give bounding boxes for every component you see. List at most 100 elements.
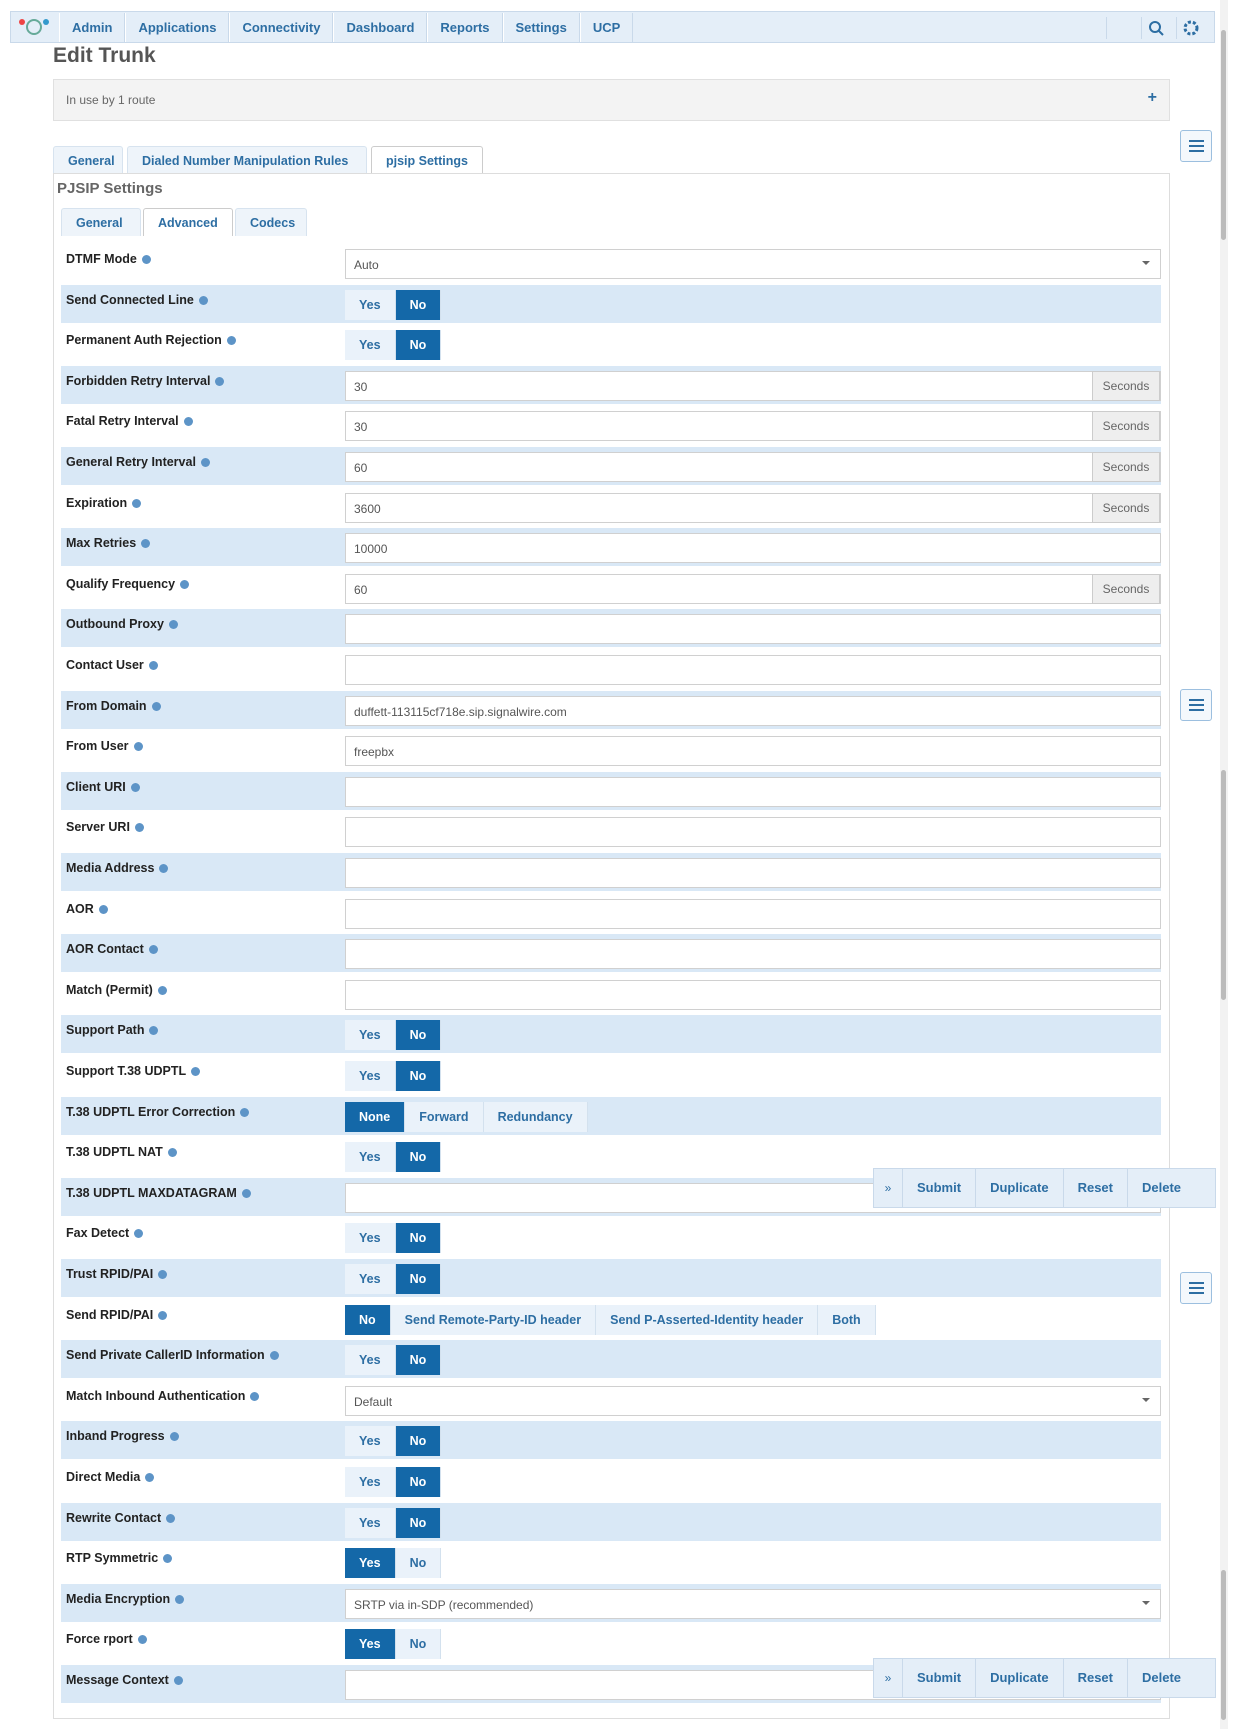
sidebar-toggle[interactable]: [1180, 130, 1212, 162]
action-button[interactable]: Delete: [1127, 1169, 1195, 1207]
option-button[interactable]: Yes: [345, 1548, 396, 1579]
help-icon[interactable]: [269, 1351, 279, 1361]
collapse-icon[interactable]: »: [884, 1181, 892, 1195]
option-button[interactable]: Yes: [345, 1264, 396, 1294]
help-icon[interactable]: [175, 1594, 185, 1604]
help-icon[interactable]: [148, 661, 158, 670]
text-input[interactable]: [345, 858, 1161, 888]
text-input[interactable]: [345, 614, 1161, 645]
expand-icon[interactable]: +: [1147, 89, 1157, 106]
help-icon[interactable]: [134, 1229, 144, 1239]
help-icon[interactable]: [167, 1148, 177, 1158]
option-button[interactable]: Yes: [345, 1020, 396, 1051]
sub-tab[interactable]: General: [61, 208, 141, 236]
select-box[interactable]: Auto: [345, 249, 1161, 279]
action-button[interactable]: Reset: [1062, 1659, 1127, 1697]
action-button[interactable]: Submit: [902, 1169, 975, 1207]
option-button[interactable]: No: [395, 1548, 442, 1579]
help-icon[interactable]: [215, 376, 225, 386]
option-button[interactable]: Yes: [345, 289, 396, 320]
option-button[interactable]: No: [395, 330, 442, 361]
help-icon[interactable]: [226, 336, 236, 346]
help-icon[interactable]: [191, 1067, 201, 1076]
help-icon[interactable]: [137, 1635, 147, 1645]
settings-icon[interactable]: [1176, 17, 1205, 39]
help-icon[interactable]: [198, 295, 208, 305]
select-box[interactable]: Default: [345, 1385, 1161, 1416]
text-input[interactable]: [345, 898, 1161, 929]
option-button[interactable]: Yes: [345, 1345, 396, 1376]
option-button[interactable]: No: [395, 1467, 442, 1497]
option-button[interactable]: Yes: [345, 330, 396, 361]
tab[interactable]: pjsip Settings: [371, 146, 483, 174]
help-icon[interactable]: [130, 782, 140, 792]
text-input[interactable]: [345, 776, 1161, 807]
nav-item[interactable]: Applications: [125, 12, 230, 42]
help-icon[interactable]: [173, 1676, 183, 1685]
option-button[interactable]: Yes: [345, 1467, 396, 1497]
action-button[interactable]: Duplicate: [975, 1659, 1063, 1697]
option-button[interactable]: Both: [818, 1304, 876, 1335]
sub-tab[interactable]: Codecs: [235, 208, 307, 236]
text-input[interactable]: 60 Seconds: [345, 452, 1161, 482]
tab[interactable]: Dialed Number Manipulation Rules: [127, 146, 367, 174]
option-button[interactable]: Yes: [345, 1629, 396, 1660]
option-button[interactable]: Yes: [345, 1061, 396, 1091]
option-button[interactable]: No: [395, 289, 442, 320]
help-icon[interactable]: [158, 1310, 168, 1320]
logo[interactable]: [17, 16, 51, 38]
text-input[interactable]: 30 Seconds: [345, 370, 1161, 401]
help-icon[interactable]: [159, 864, 169, 873]
nav-item[interactable]: Reports: [427, 12, 503, 42]
tab[interactable]: General: [53, 146, 123, 174]
text-input[interactable]: freepbx: [345, 736, 1161, 767]
option-button[interactable]: No: [395, 1061, 442, 1091]
text-input[interactable]: 3600 Seconds: [345, 492, 1161, 523]
action-button[interactable]: Reset: [1062, 1169, 1127, 1207]
search-icon[interactable]: [1141, 17, 1170, 39]
option-button[interactable]: Yes: [345, 1223, 396, 1254]
nav-item[interactable]: Settings: [502, 12, 580, 42]
sidebar-toggle[interactable]: [1180, 689, 1212, 721]
option-button[interactable]: Yes: [345, 1507, 396, 1538]
option-button[interactable]: No: [395, 1345, 442, 1376]
help-icon[interactable]: [151, 701, 161, 711]
help-icon[interactable]: [200, 458, 210, 467]
option-button[interactable]: No: [395, 1223, 442, 1254]
option-button[interactable]: Redundancy: [483, 1101, 588, 1132]
text-input[interactable]: [345, 655, 1161, 685]
help-icon[interactable]: [149, 1026, 159, 1036]
text-input[interactable]: duffett-113115cf718e.sip.signalwire.com: [345, 695, 1161, 726]
text-input[interactable]: [345, 817, 1161, 848]
help-icon[interactable]: [145, 1473, 155, 1482]
help-icon[interactable]: [134, 823, 144, 833]
help-icon[interactable]: [158, 1270, 168, 1279]
help-icon[interactable]: [133, 742, 143, 752]
help-icon[interactable]: [163, 1554, 173, 1564]
nav-item[interactable]: Connectivity: [229, 12, 334, 42]
help-icon[interactable]: [240, 1107, 250, 1117]
option-button[interactable]: None: [345, 1101, 406, 1132]
nav-icon[interactable]: [1106, 17, 1135, 39]
help-icon[interactable]: [157, 985, 167, 995]
help-icon[interactable]: [141, 255, 151, 264]
option-button[interactable]: No: [395, 1507, 442, 1538]
action-button[interactable]: Duplicate: [975, 1169, 1063, 1207]
help-icon[interactable]: [148, 945, 158, 955]
sidebar-toggle[interactable]: [1180, 1272, 1212, 1304]
option-button[interactable]: No: [395, 1142, 442, 1173]
action-button[interactable]: Submit: [902, 1659, 975, 1697]
collapse-icon[interactable]: »: [884, 1671, 892, 1685]
help-icon[interactable]: [241, 1188, 251, 1198]
action-button[interactable]: Delete: [1127, 1659, 1195, 1697]
nav-item[interactable]: Admin: [59, 12, 126, 42]
help-icon[interactable]: [183, 417, 193, 427]
help-icon[interactable]: [166, 1513, 176, 1523]
option-button[interactable]: No: [345, 1304, 391, 1335]
option-button[interactable]: Send P-Asserted-Identity header: [596, 1304, 819, 1335]
text-input[interactable]: 30 Seconds: [345, 411, 1161, 442]
option-button[interactable]: No: [395, 1629, 442, 1660]
nav-item[interactable]: Dashboard: [333, 12, 428, 42]
option-button[interactable]: Yes: [345, 1426, 396, 1457]
sub-tab[interactable]: Advanced: [143, 208, 233, 236]
